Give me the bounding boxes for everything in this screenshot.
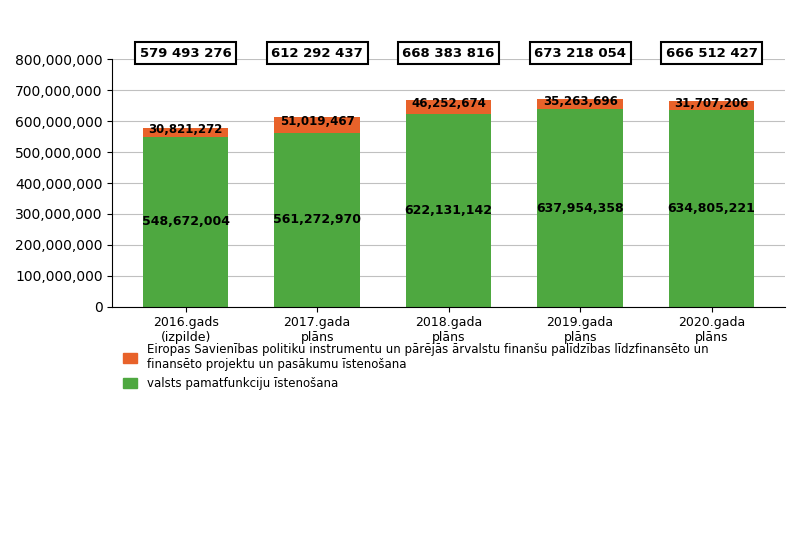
Bar <box>669 110 754 307</box>
Bar <box>143 137 229 307</box>
Text: 579 493 276: 579 493 276 <box>140 46 231 60</box>
Legend: Eiropas Savienības politiku instrumentu un pārējās ārvalstu finanšu palīdzības l: Eiropas Savienības politiku instrumentu … <box>118 339 713 395</box>
Text: 35,263,696: 35,263,696 <box>542 95 618 108</box>
Text: 637,954,358: 637,954,358 <box>536 202 624 214</box>
Text: 622,131,142: 622,131,142 <box>405 204 493 217</box>
Bar <box>143 127 229 137</box>
Text: 668 383 816: 668 383 816 <box>402 46 495 60</box>
Text: 634,805,221: 634,805,221 <box>668 202 756 215</box>
Text: 46,252,674: 46,252,674 <box>411 97 486 110</box>
Text: 31,707,206: 31,707,206 <box>674 97 749 109</box>
Bar <box>274 118 360 133</box>
Bar <box>538 109 623 307</box>
Text: 612 292 437: 612 292 437 <box>271 46 363 60</box>
Bar <box>669 101 754 110</box>
Bar <box>406 100 491 114</box>
Text: 666 512 427: 666 512 427 <box>666 46 758 60</box>
Text: 51,019,467: 51,019,467 <box>280 115 354 128</box>
Bar <box>406 114 491 307</box>
Text: 548,672,004: 548,672,004 <box>142 216 230 229</box>
Bar <box>538 98 623 109</box>
Text: 561,272,970: 561,272,970 <box>273 213 361 226</box>
Text: 673 218 054: 673 218 054 <box>534 46 626 60</box>
Text: 30,821,272: 30,821,272 <box>149 124 223 136</box>
Bar <box>274 133 360 307</box>
